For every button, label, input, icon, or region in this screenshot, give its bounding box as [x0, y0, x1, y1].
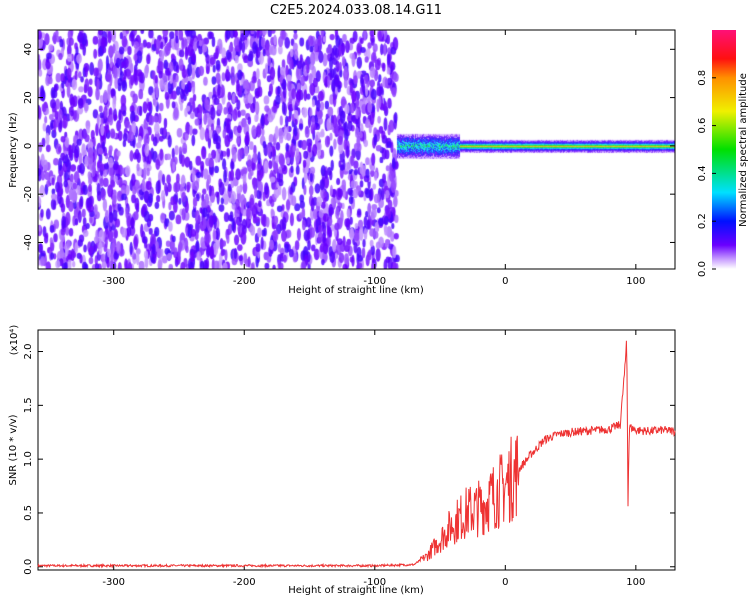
top-ytick-label: 40	[23, 43, 34, 56]
bottom-xtick-label: -200	[233, 577, 256, 588]
bottom-ytick-label: 0.5	[23, 505, 34, 521]
chart-title: C2E5.2024.033.08.14.G11	[270, 3, 442, 18]
bottom-xtick-label: 0	[502, 577, 508, 588]
top-ylabel: Frequency (Hz)	[8, 112, 19, 188]
colorbar-tick-label: 0.2	[697, 213, 708, 229]
bottom-xtick-label: -300	[102, 577, 125, 588]
colorbar-label: Normalized spectral amplitude	[738, 73, 749, 227]
colorbar-tick-label: 0.4	[697, 165, 708, 181]
top-xtick-label: -200	[233, 276, 256, 287]
top-plot-frame	[37, 29, 676, 270]
bottom-ylabel: SNR (10 * v/v)	[8, 414, 19, 485]
top-xtick-label: 0	[502, 276, 508, 287]
top-ytick-label: 20	[23, 91, 34, 104]
snr-line	[37, 340, 676, 569]
spectrogram-heatmap	[38, 30, 675, 269]
colorbar-tick-label: 0.6	[697, 118, 708, 134]
bottom-ytick-label: 2.0	[23, 344, 34, 360]
bottom-plot-frame	[37, 329, 676, 571]
y-multiplier: (x10⁴)	[9, 325, 20, 356]
top-ytick-label: -40	[23, 234, 34, 250]
top-xtick-label: -300	[102, 276, 125, 287]
bottom-ytick-label: 1.5	[23, 397, 34, 413]
top-xtick-label: 100	[626, 276, 645, 287]
colorbar-tick-label: 0.0	[697, 261, 708, 277]
bottom-xtick-label: 100	[626, 577, 645, 588]
bottom-ytick-label: 1.0	[23, 451, 34, 467]
bottom-ytick-label: 0.0	[23, 559, 34, 575]
colorbar	[712, 30, 736, 269]
bottom-xlabel: Height of straight line (km)	[288, 585, 424, 596]
top-ytick-label: -20	[23, 186, 34, 202]
top-ytick-label: 0	[23, 143, 34, 149]
colorbar-tick-label: 0.8	[697, 70, 708, 86]
bottom-xtick-label: -100	[363, 577, 386, 588]
top-xlabel: Height of straight line (km)	[288, 285, 424, 296]
top-xtick-label: -100	[363, 276, 386, 287]
